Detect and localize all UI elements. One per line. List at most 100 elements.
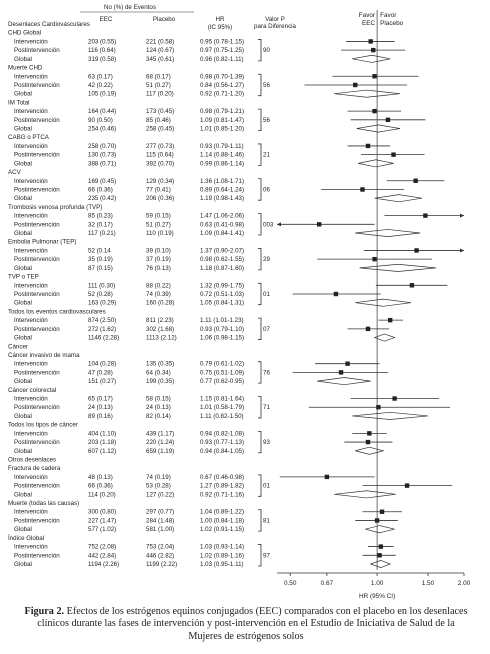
row-hr-value: 0.94 (0.84-1.05) — [200, 448, 244, 455]
row-eec-value: 87 (0.15) — [88, 265, 113, 272]
row-eec-value: 752 (2.08) — [88, 544, 116, 551]
row-placebo-value: 51 (0.27) — [146, 221, 171, 228]
row-hr-value: 0.92 (0.71-1.16) — [200, 491, 244, 498]
p-value: 07 — [263, 326, 270, 333]
row-eec-value: 66 (0.36) — [88, 186, 113, 193]
row-hr-value: 1.06 (0.98-1.15) — [200, 335, 244, 342]
col-p-header: Valor P — [265, 16, 285, 23]
row-placebo-value: 39 (0.10) — [146, 247, 171, 254]
row-eec-value: 130 (0.73) — [88, 152, 116, 159]
row-placebo-value: 37 (0.19) — [146, 256, 171, 263]
row-label: Intervención — [14, 178, 48, 185]
caption-label: Figura 2. — [24, 606, 65, 617]
p-value: 06 — [263, 186, 270, 193]
row-hr-value: 0.84 (0.56-1.27) — [200, 82, 244, 89]
section-title-12: Cáncer colorectal — [8, 387, 56, 394]
row-placebo-value: 115 (0.64) — [146, 152, 174, 159]
col-placebo-header: Placebo — [153, 16, 176, 23]
row-eec-value: 272 (1.62) — [88, 326, 116, 333]
row-hr-value: 0.92 (0.71-1.20) — [200, 91, 244, 98]
p-value: 01 — [263, 483, 270, 490]
p-value: 93 — [263, 439, 270, 446]
p-value-bracket — [258, 509, 262, 532]
row-label: Postintervención — [14, 47, 60, 54]
row-eec-value: 24 (0.13) — [88, 404, 113, 411]
row-hr-value: 1.15 (0.81-1.64) — [200, 396, 244, 403]
section-title-3: IM Total — [8, 99, 30, 106]
row-label: Global — [14, 91, 32, 98]
row-hr-value: 1.01 (0.85-1.20) — [200, 126, 244, 133]
row-eec-value: 151 (0.27) — [88, 378, 116, 385]
row-hr-value: 0.93 (0.79-1.10) — [200, 326, 244, 333]
row-label: Global — [14, 448, 32, 455]
row-eec-value: 35 (0.19) — [88, 256, 113, 263]
favor-eec-label-1: Favor — [359, 12, 376, 19]
ci-arrow-right — [460, 248, 464, 253]
row-hr-value: 1.11 (0.82-1.50) — [200, 413, 244, 420]
row-label: Global — [14, 335, 32, 342]
row-hr-value: 1.02 (0.91-1.15) — [200, 526, 244, 533]
col-eec-header: EEC — [100, 16, 113, 23]
row-label: Intervención — [14, 544, 48, 551]
row-placebo-value: 51 (0.27) — [146, 82, 171, 89]
section-title-1: CHD Global — [8, 30, 41, 37]
row-placebo-value: 85 (0.46) — [146, 117, 171, 124]
row-hr-value: 0.75 (0.51-1.09) — [200, 369, 244, 376]
row-eec-value: 404 (1.10) — [88, 430, 116, 437]
caption-text: Efectos de los estrógenos equinos conjug… — [37, 606, 468, 642]
row-eec-value: 607 (1.12) — [88, 448, 116, 455]
row-hr-value: 0.97 (0.75-1.25) — [200, 47, 244, 54]
overall-diamond — [355, 446, 385, 455]
row-eec-value: 32 (0.17) — [88, 221, 113, 228]
point-estimate — [316, 222, 322, 227]
row-hr-value: 1.18 (0.87-1.60) — [200, 265, 244, 272]
section-title-13: Todos los tipos de cáncer — [8, 422, 78, 429]
row-label: Global — [14, 526, 32, 533]
point-estimate — [376, 405, 381, 410]
point-estimate — [372, 74, 377, 79]
row-label: Postintervención — [14, 186, 60, 193]
row-eec-value: 874 (2.50) — [88, 317, 116, 324]
row-label: Postintervención — [14, 517, 60, 524]
favor-eec-label-2: EEC — [362, 20, 376, 27]
row-placebo-value: 82 (0.14) — [146, 413, 171, 420]
row-hr-value: 1.09 (0.84-1.41) — [200, 230, 244, 237]
section-title-15: Fractura de cadera — [8, 465, 61, 472]
p-value-bracket — [258, 39, 262, 62]
row-placebo-value: 297 (0.77) — [146, 509, 174, 516]
p-value-bracket — [258, 474, 262, 497]
row-eec-value: 577 (1.02) — [88, 526, 116, 533]
row-hr-value: 1.11 (1.01-1.23) — [200, 317, 244, 324]
row-label: Intervención — [14, 38, 48, 45]
overall-diamond — [369, 560, 392, 568]
row-hr-value: 0.98 (0.70-1.39) — [200, 73, 244, 80]
row-placebo-value: 258 (0.45) — [146, 126, 174, 133]
row-placebo-value: 173 (0.45) — [146, 108, 174, 115]
row-placebo-value: 345 (0.61) — [146, 56, 174, 63]
p-value: 97 — [263, 552, 270, 559]
row-eec-value: 388 (0.71) — [88, 160, 116, 167]
row-hr-value: 1.04 (0.89-1.22) — [200, 509, 244, 516]
row-placebo-value: 135 (0.35) — [146, 361, 174, 368]
row-eec-value: 254 (0.46) — [88, 126, 116, 133]
row-eec-value: 65 (0.17) — [88, 396, 113, 403]
row-hr-value: 1.14 (0.88-1.46) — [200, 152, 244, 159]
x-tick-label: 0.67 — [321, 580, 334, 587]
row-hr-value: 0.96 (0.82-1.11) — [200, 56, 244, 63]
point-estimate — [345, 361, 350, 366]
p-value-bracket — [258, 213, 262, 236]
row-label: Global — [14, 160, 32, 167]
row-hr-value: 0.93 (0.77-1.13) — [200, 439, 244, 446]
row-hr-value: 1.37 (0.90-2.07) — [200, 247, 244, 254]
row-eec-value: 85 (0.23) — [88, 213, 113, 220]
point-estimate — [360, 187, 365, 192]
row-eec-value: 164 (0.44) — [88, 108, 116, 115]
p-value: 76 — [263, 369, 270, 376]
row-placebo-value: 1199 (2.22) — [146, 561, 177, 568]
overall-diamond — [358, 159, 394, 168]
row-hr-value: 0.94 (0.82-1.08) — [200, 430, 244, 437]
row-label: Intervención — [14, 73, 48, 80]
row-label: Postintervención — [14, 221, 60, 228]
p-value-bracket — [258, 396, 262, 419]
